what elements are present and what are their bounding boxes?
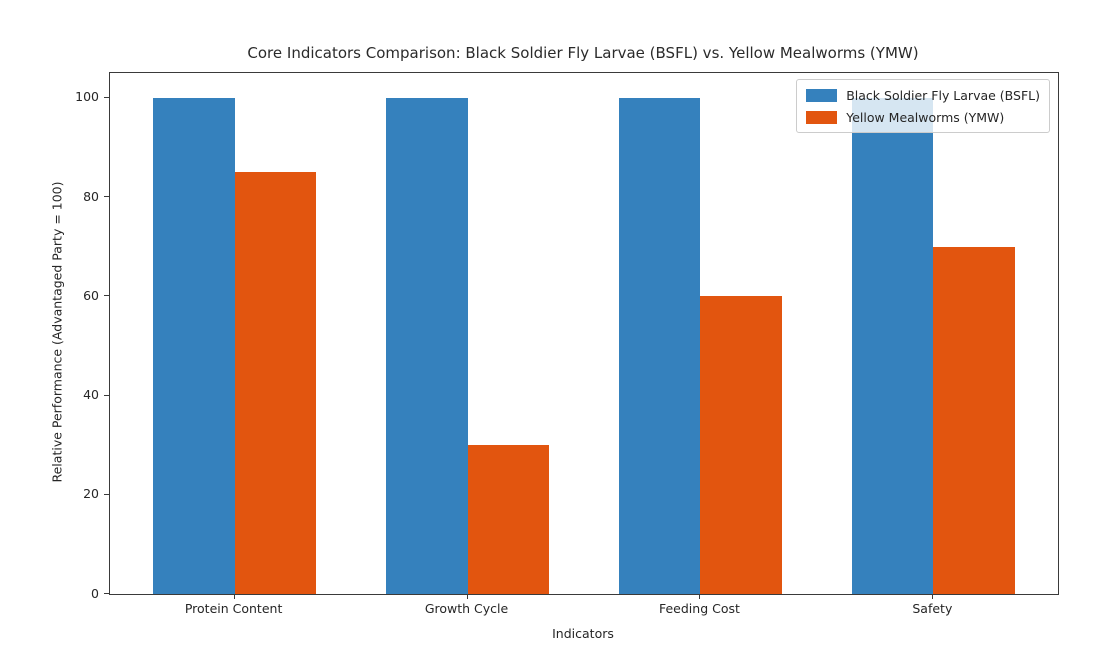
bar-bsfl-1 (386, 97, 468, 594)
y-tick-label: 80 (83, 188, 99, 204)
bar-bsfl-3 (851, 97, 934, 594)
legend-label: Yellow Mealworms (YMW) (846, 109, 1005, 125)
y-tick-label: 40 (83, 387, 99, 403)
y-tick-mark (104, 295, 109, 297)
legend-item-ymw: Yellow Mealworms (YMW) (806, 108, 1040, 126)
legend-item-bsfl: Black Soldier Fly Larvae (BSFL) (806, 86, 1040, 104)
x-tick-label: Feeding Cost (658, 601, 740, 616)
bar-ymw-1 (467, 445, 550, 594)
legend-swatch (806, 110, 838, 124)
x-tick-mark (699, 594, 701, 599)
x-axis-label: Indicators (552, 626, 614, 641)
y-tick-mark (104, 493, 109, 495)
legend-swatch (806, 88, 838, 102)
bar-ymw-3 (933, 246, 1015, 594)
y-tick-mark (104, 96, 109, 98)
bar-ymw-0 (234, 172, 317, 594)
chart-title: Core Indicators Comparison: Black Soldie… (247, 44, 919, 62)
x-tick-mark (466, 594, 468, 599)
y-tick-label: 60 (83, 287, 99, 303)
y-tick-label: 20 (83, 486, 99, 502)
y-tick-mark (104, 394, 109, 396)
x-tick-label: Growth Cycle (424, 601, 509, 616)
x-tick-label: Protein Content (184, 601, 283, 616)
y-axis-label: Relative Performance (Advantaged Party =… (49, 181, 65, 483)
y-tick-label: 100 (75, 89, 99, 105)
y-tick-label: 0 (91, 585, 99, 601)
x-tick-mark (932, 594, 934, 599)
y-tick-mark (104, 196, 109, 198)
legend-label: Black Soldier Fly Larvae (BSFL) (846, 87, 1040, 103)
bar-bsfl-0 (153, 97, 235, 594)
bar-ymw-2 (700, 296, 782, 594)
legend: Black Soldier Fly Larvae (BSFL) Yellow Me… (796, 79, 1050, 133)
plot-area: Black Soldier Fly Larvae (BSFL) Yellow Me… (109, 72, 1059, 595)
x-tick-label: Safety (912, 601, 953, 616)
bar-bsfl-2 (618, 97, 701, 594)
y-tick-mark (104, 593, 109, 594)
x-tick-mark (233, 594, 235, 599)
